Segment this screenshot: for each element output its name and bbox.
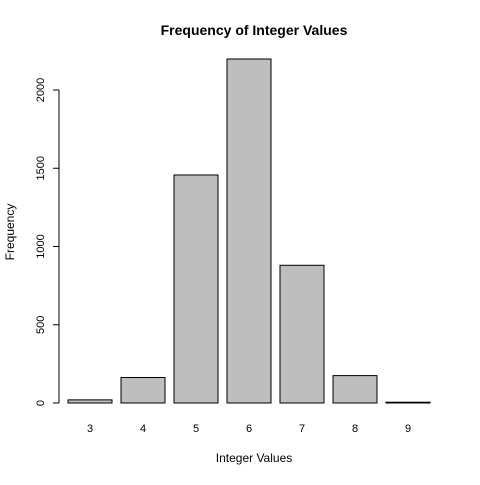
y-axis: 0 500 1000 1500 2000 (35, 78, 60, 406)
y-tick-label: 2000 (35, 78, 47, 102)
y-tick-label: 500 (35, 316, 47, 334)
bar-5 (173, 174, 219, 404)
bar-9 (385, 401, 431, 404)
bar-3 (67, 399, 113, 404)
x-tick-label-9: 9 (405, 423, 411, 435)
x-tick-labels: 3 4 5 6 7 8 9 (87, 423, 411, 435)
x-axis-title: Integer Values (216, 451, 293, 465)
x-tick-label-4: 4 (140, 423, 146, 435)
y-tick-label: 1500 (35, 156, 47, 180)
y-tick-label: 1000 (35, 234, 47, 258)
bar-7 (279, 264, 325, 404)
y-tick-label: 0 (35, 400, 47, 406)
x-tick-label-8: 8 (352, 423, 358, 435)
x-tick-label-3: 3 (87, 423, 93, 435)
bar-8 (332, 375, 378, 404)
bar-4 (120, 376, 166, 404)
y-axis-title: Frequency (3, 204, 17, 261)
bar-6 (226, 58, 272, 404)
bars-group (67, 58, 431, 404)
x-tick-label-6: 6 (246, 423, 252, 435)
chart-title: Frequency of Integer Values (161, 22, 348, 38)
x-tick-label-7: 7 (299, 423, 305, 435)
x-tick-label-5: 5 (193, 423, 199, 435)
